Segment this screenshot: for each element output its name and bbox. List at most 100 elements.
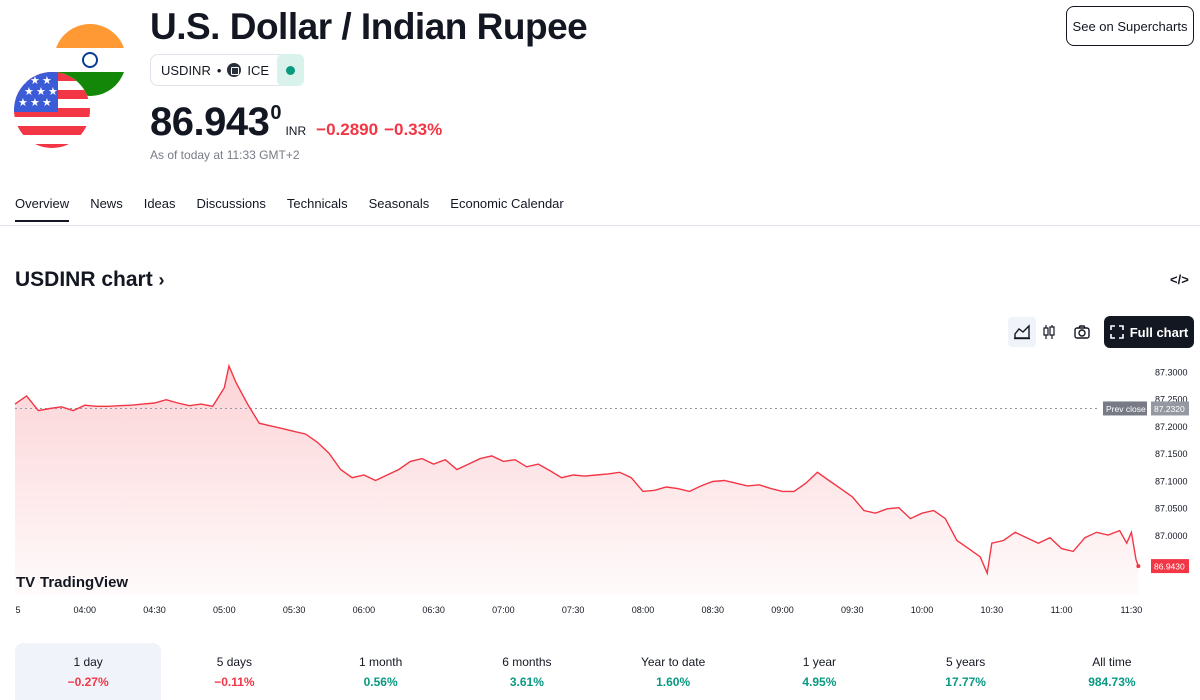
- period-change-value: −0.27%: [67, 674, 109, 689]
- period-selector: 1 day −0.27% 5 days −0.11% 1 month 0.56% 6 mon…: [15, 643, 1185, 700]
- expand-icon: [1109, 325, 1124, 339]
- y-tick-label: 87.2000: [1155, 422, 1188, 432]
- svg-text:★: ★: [36, 85, 46, 98]
- period-change-value: 984.73%: [1088, 674, 1136, 689]
- x-tick-label: 11:00: [1051, 605, 1073, 615]
- tradingview-brand-label: TradingView: [40, 574, 128, 591]
- price-fraction: 0: [270, 102, 282, 124]
- candle-chart-style-button[interactable]: [1035, 317, 1063, 347]
- market-open-icon: [286, 65, 295, 75]
- period-5-years[interactable]: 5 years 17.77%: [893, 643, 1039, 700]
- svg-text:★: ★: [24, 85, 34, 98]
- period-1-day[interactable]: 1 day −0.27%: [15, 643, 162, 700]
- tab-overview[interactable]: Overview: [15, 196, 70, 222]
- tab-economic-calendar[interactable]: Economic Calendar: [450, 196, 564, 211]
- area-chart-style-button[interactable]: [1008, 317, 1036, 347]
- screenshot-button[interactable]: [1068, 317, 1096, 347]
- x-tick-label: 06:00: [353, 605, 376, 615]
- chart-line-series: [14, 363, 1139, 576]
- price-value: 86.943: [150, 100, 270, 144]
- svg-text:★: ★: [42, 96, 52, 109]
- x-axis: 5 04:00 04:30 05:00 05:30 06:00 06:30 07:00 07:3…: [15, 605, 1142, 615]
- svg-text:★: ★: [30, 74, 40, 87]
- tradingview-logo-icon: TV: [16, 574, 35, 591]
- separator-dot: •: [216, 62, 222, 78]
- see-on-supercharts-button[interactable]: See on Supercharts: [1066, 6, 1194, 46]
- embed-code-icon[interactable]: </>: [1170, 272, 1189, 287]
- x-tick-label: 06:30: [422, 605, 445, 615]
- price-change-percent: −0.33%: [384, 120, 443, 139]
- tab-ideas[interactable]: Ideas: [143, 196, 176, 211]
- svg-text:★: ★: [48, 85, 58, 98]
- x-tick-label: 07:30: [562, 605, 585, 615]
- period-change-value: 4.95%: [802, 674, 837, 689]
- period-5-days[interactable]: 5 days −0.11%: [161, 643, 307, 700]
- period-label: 5 days: [216, 654, 253, 669]
- y-tick-label: 87.1500: [1155, 449, 1188, 459]
- exchange-label: ICE: [247, 62, 270, 78]
- page-title: U.S. Dollar / Indian Rupee: [150, 6, 588, 47]
- x-tick-label: 05:30: [283, 605, 306, 615]
- period-label: 1 day: [73, 654, 103, 669]
- chevron-right-icon: ›: [158, 270, 165, 290]
- x-tick-label: 10:00: [911, 605, 934, 615]
- x-tick-label: 04:30: [143, 605, 166, 615]
- price-chart[interactable]: 87.3000 87.2500 87.2000 87.1500 87.1000 87.05…: [0, 355, 1200, 625]
- price-block: 86.943 0 INR −0.2890 −0.33%: [150, 100, 448, 145]
- price-currency: INR: [285, 124, 307, 138]
- tab-divider: [0, 225, 1200, 226]
- period-6-months[interactable]: 6 months 3.61%: [454, 643, 600, 700]
- prev-close-tag: [1103, 401, 1147, 416]
- x-tick-label: 05:00: [213, 605, 236, 615]
- period-label: 1 month: [358, 654, 403, 669]
- market-status-badge[interactable]: [277, 54, 304, 86]
- period-change-value: −0.11%: [214, 674, 255, 689]
- full-chart-button[interactable]: Full chart: [1104, 316, 1194, 348]
- x-tick-label: 08:30: [701, 605, 724, 615]
- svg-text:★: ★: [18, 96, 28, 109]
- svg-text:★: ★: [30, 96, 40, 109]
- candlestick-icon: [1043, 325, 1055, 339]
- area-chart-icon: [1014, 324, 1030, 340]
- last-price-value: 86.9430: [1154, 562, 1185, 572]
- x-tick-label: 04:00: [74, 605, 97, 615]
- x-tick-label: 11:30: [1120, 605, 1142, 615]
- as-of-timestamp: As of today at 11:33 GMT+2: [150, 148, 300, 162]
- tab-technicals[interactable]: Technicals: [286, 196, 348, 211]
- exchange-icon: [227, 63, 242, 77]
- camera-icon: [1074, 325, 1090, 339]
- prev-close-value: 87.2320: [1154, 404, 1185, 414]
- y-tick-label: 87.3000: [1155, 367, 1188, 377]
- chart-title-label: USDINR chart: [15, 268, 153, 291]
- period-change-value: 17.77%: [945, 674, 986, 689]
- symbol-selector[interactable]: USDINR • ICE ⌄: [150, 54, 299, 86]
- tab-bar: Overview News Ideas Discussions Technicals Se…: [15, 196, 585, 222]
- tradingview-logo: TV TradingView: [16, 574, 128, 591]
- prev-close-value-tag: [1151, 401, 1189, 416]
- chart-title-link[interactable]: USDINR chart ›: [15, 268, 165, 292]
- x-tick-label: 10:30: [981, 605, 1004, 615]
- area-fill-shape: [15, 365, 1139, 595]
- flag-pair-icon: ★ ★ ★ ★ ★ ★ ★ ★ ★: [14, 14, 132, 154]
- period-label: All time: [1092, 654, 1132, 669]
- y-tick-label: 87.0500: [1155, 504, 1188, 514]
- tab-news[interactable]: News: [90, 196, 123, 211]
- x-tick-label: 09:00: [771, 605, 794, 615]
- period-all-time[interactable]: All time 984.73%: [1039, 643, 1185, 700]
- x-tick-label: 08:00: [632, 605, 655, 615]
- svg-text:★: ★: [42, 74, 52, 87]
- chart-area-fill: [15, 365, 1139, 595]
- x-tick-label: 07:00: [492, 605, 515, 615]
- period-1-year[interactable]: 1 year 4.95%: [746, 643, 892, 700]
- price-change-absolute: −0.2890: [316, 120, 379, 139]
- tab-discussions[interactable]: Discussions: [196, 196, 266, 211]
- tab-seasonals[interactable]: Seasonals: [368, 196, 430, 211]
- y-tick-label: 87.2500: [1155, 395, 1188, 405]
- period-year-to-date[interactable]: Year to date 1.60%: [600, 643, 746, 700]
- symbol-label: USDINR: [161, 62, 211, 78]
- full-chart-label: Full chart: [1129, 324, 1189, 340]
- price-line: [14, 363, 1139, 576]
- x-tick-label: 5: [15, 605, 20, 615]
- last-price-dot: [1136, 564, 1141, 569]
- period-1-month[interactable]: 1 month 0.56%: [308, 643, 454, 700]
